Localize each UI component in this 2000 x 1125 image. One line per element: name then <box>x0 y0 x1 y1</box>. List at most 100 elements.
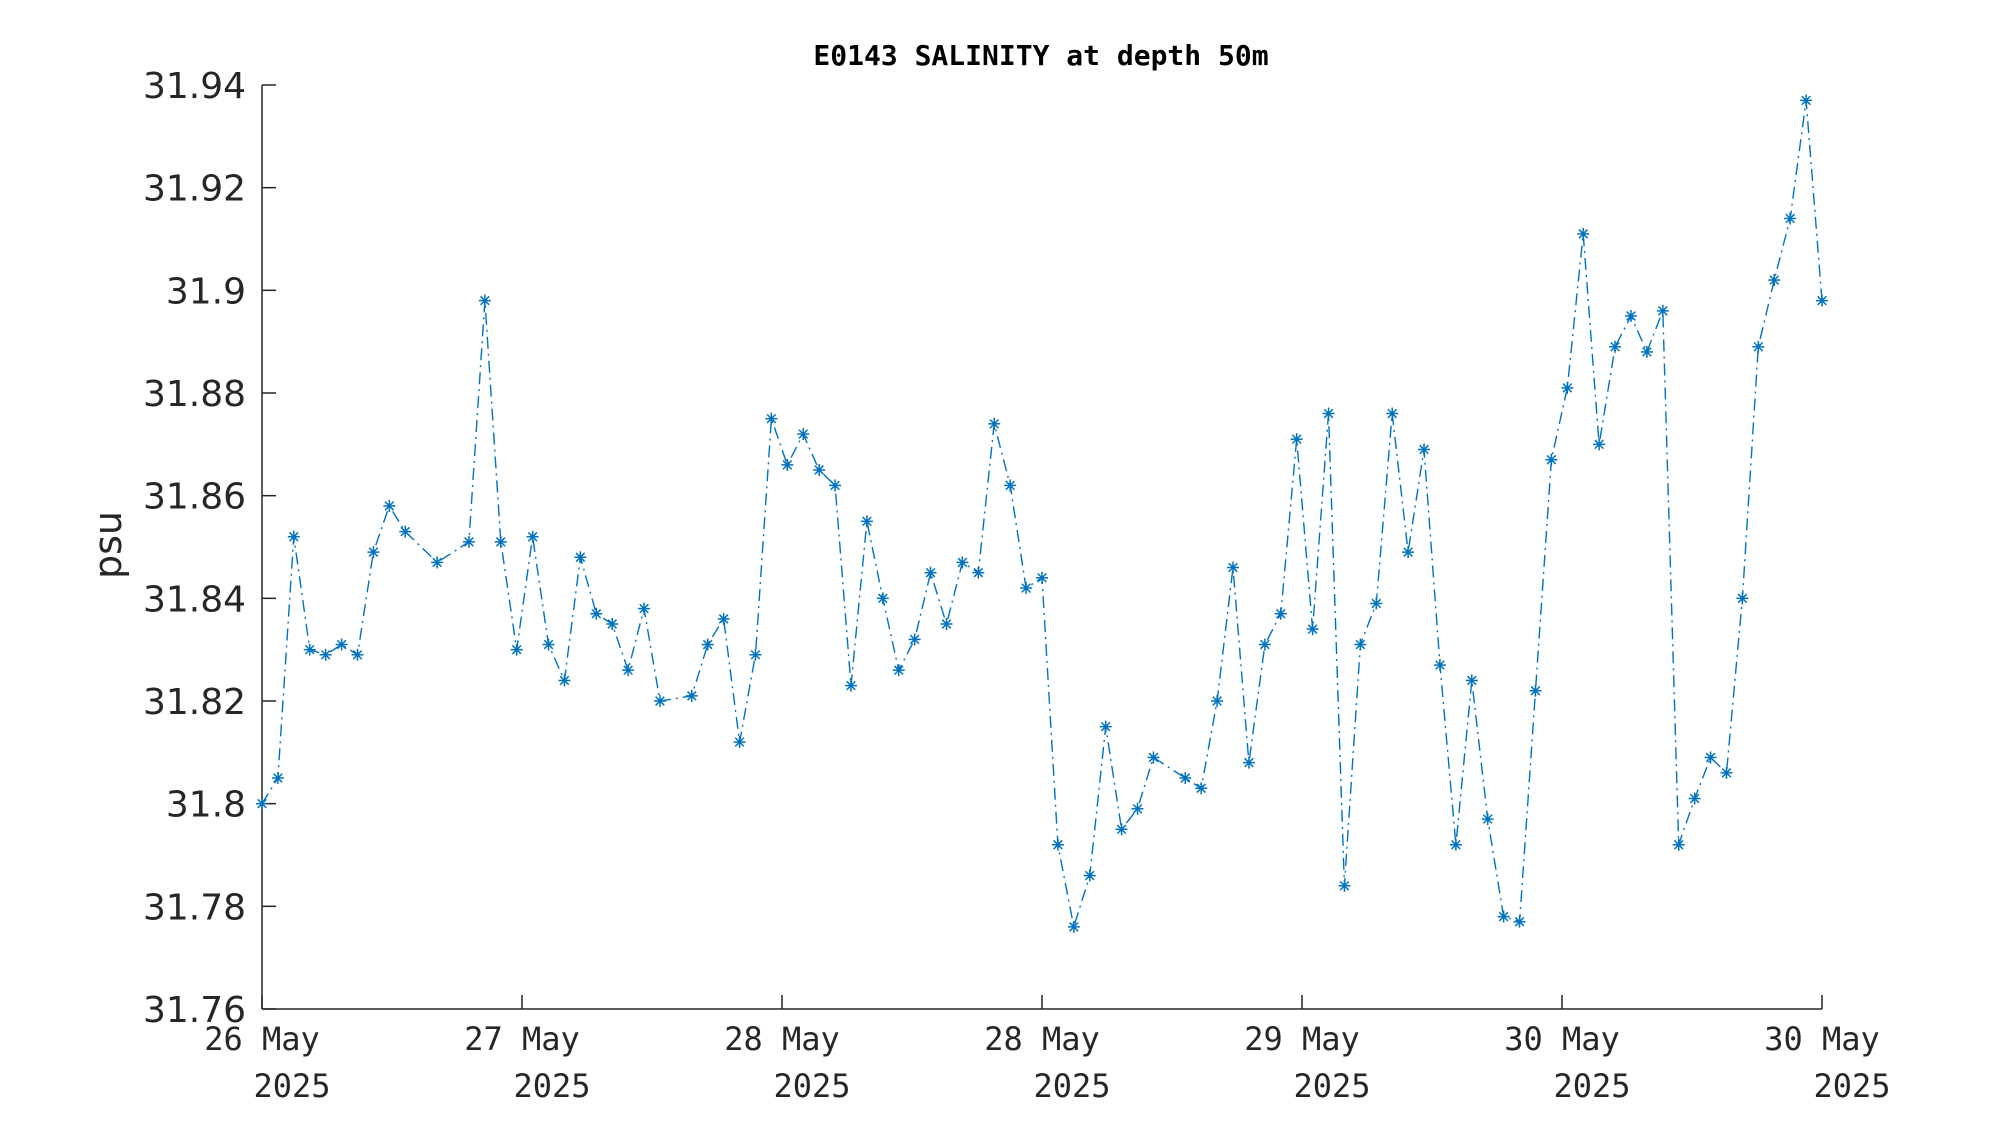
chart-title: E0143 SALINITY at depth 50m <box>813 39 1268 72</box>
data-point-marker <box>1497 910 1510 923</box>
x-tick-year-label: 2025 <box>1813 1067 1890 1105</box>
data-point-marker <box>367 546 380 559</box>
data-point-marker <box>1386 407 1399 420</box>
data-point-marker <box>1099 720 1112 733</box>
data-point-marker <box>478 294 491 307</box>
data-point-marker <box>1800 94 1813 107</box>
data-point-marker <box>1609 340 1622 353</box>
data-point-marker <box>638 602 651 615</box>
data-point-marker <box>829 479 842 492</box>
data-point-marker <box>797 428 810 441</box>
data-point-marker <box>1290 433 1303 446</box>
data-point-marker <box>542 638 555 651</box>
data-point-marker <box>1354 638 1367 651</box>
data-point-marker <box>256 797 268 810</box>
data-point-marker <box>383 499 396 512</box>
data-point-marker <box>1418 443 1431 456</box>
data-point-marker <box>622 664 635 677</box>
y-tick-label: 31.76 <box>143 990 246 1031</box>
data-point-marker <box>1179 772 1192 784</box>
data-point-marker <box>1258 638 1271 651</box>
data-point-marker <box>1115 823 1128 836</box>
data-point-marker <box>1051 838 1064 851</box>
data-point-marker <box>749 648 762 661</box>
x-tick-year-label: 2025 <box>513 1067 590 1105</box>
data-point-marker <box>924 566 937 579</box>
data-point-marker <box>1195 782 1208 795</box>
x-tick-year-label: 2025 <box>1553 1067 1630 1105</box>
data-point-marker <box>1211 695 1224 707</box>
data-point-marker <box>956 556 969 569</box>
x-tick-label: 28 May <box>724 1020 840 1058</box>
data-point-marker <box>606 618 619 630</box>
data-point-marker <box>781 458 794 471</box>
data-point-marker <box>653 695 666 707</box>
data-point-marker <box>717 612 730 625</box>
data-point-marker <box>701 638 714 651</box>
data-point-marker <box>335 638 348 651</box>
x-tick-year-label: 2025 <box>253 1067 330 1105</box>
data-point-marker <box>1704 751 1717 764</box>
y-axis-ticks: 31.76 31.78 31.8 31.82 31.84 31.86 31.88 31.9 31… <box>143 66 276 1031</box>
x-tick-year-label: 2025 <box>1293 1067 1370 1105</box>
data-point-marker <box>813 464 826 476</box>
data-point-marker <box>574 551 587 564</box>
data-point-marker <box>510 643 523 656</box>
data-point-marker <box>1274 607 1287 620</box>
data-point-marker <box>1131 802 1144 815</box>
data-point-marker <box>876 592 889 605</box>
data-point-marker <box>940 618 953 630</box>
data-point-marker <box>431 556 444 569</box>
data-point-marker <box>1816 294 1828 307</box>
x-tick-label: 29 May <box>1244 1020 1360 1058</box>
y-tick-label: 31.88 <box>143 374 246 415</box>
data-point-marker <box>1370 597 1383 610</box>
data-point-marker <box>1083 869 1096 882</box>
data-point-marker <box>1656 304 1669 317</box>
y-tick-label: 31.84 <box>143 579 246 620</box>
data-point-marker <box>1147 751 1160 764</box>
data-point-marker <box>844 679 857 692</box>
data-point-marker <box>988 417 1001 430</box>
y-tick-label: 31.9 <box>166 271 246 312</box>
data-point-marker <box>399 525 412 538</box>
data-point-marker <box>1481 813 1494 826</box>
data-point-marker <box>1720 766 1733 779</box>
data-point-marker <box>319 648 332 661</box>
x-tick-label: 27 May <box>464 1020 580 1058</box>
y-tick-label: 31.82 <box>143 682 246 723</box>
x-tick-label: 28 May <box>984 1020 1100 1058</box>
data-point-marker <box>1593 438 1606 451</box>
x-axis-ticks: 26 May 2025 27 May 2025 28 May 2025 28 May 2025… <box>204 995 1891 1105</box>
data-point-marker <box>1402 546 1415 559</box>
data-point-marker <box>1752 340 1765 353</box>
data-point-marker <box>1545 453 1558 466</box>
data-point-marker <box>1640 345 1653 358</box>
data-point-marker <box>1784 212 1797 225</box>
data-point-marker <box>590 607 603 620</box>
x-tick-label: 30 May <box>1764 1020 1880 1058</box>
data-point-marker <box>494 535 507 548</box>
data-point-marker <box>1227 561 1240 574</box>
x-tick-label: 30 May <box>1504 1020 1620 1058</box>
data-point-marker <box>1624 310 1637 322</box>
data-point-marker <box>462 535 475 548</box>
data-point-marker <box>892 664 905 677</box>
x-tick-year-label: 2025 <box>773 1067 850 1105</box>
data-point-marker <box>1768 274 1781 287</box>
data-point-marker <box>765 412 778 425</box>
x-tick-label: 26 May <box>204 1020 320 1058</box>
y-tick-label: 31.8 <box>166 785 246 826</box>
data-point-marker <box>1020 582 1033 595</box>
data-point-marker <box>351 648 364 661</box>
data-point-marker <box>1736 592 1749 605</box>
data-point-marker <box>1449 838 1462 851</box>
data-point-marker <box>1338 879 1351 892</box>
data-point-marker <box>972 566 985 579</box>
data-point-marker <box>271 772 284 784</box>
data-point-marker <box>1465 674 1478 687</box>
y-axis-label: psu <box>86 511 130 579</box>
data-point-marker <box>908 633 921 646</box>
